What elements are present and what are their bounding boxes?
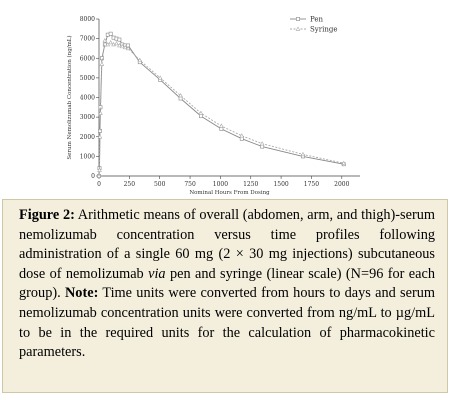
y-tick-label: 6000 (80, 55, 95, 62)
data-point (260, 144, 265, 149)
x-tick-label: 0 (97, 181, 101, 188)
y-tick-label: 3000 (80, 114, 95, 121)
legend-marker (296, 17, 300, 21)
x-tick-label: 1000 (213, 181, 228, 188)
data-point (219, 127, 224, 131)
data-point (100, 56, 104, 61)
data-point (117, 42, 122, 48)
x-axis-title: Nominal Hours From Dosing (189, 190, 270, 196)
data-point (341, 160, 347, 165)
series-line (98, 39, 344, 177)
y-tick-label: 7000 (80, 36, 95, 43)
caption-text-1: Arithmetic means of overall (abdomen, ar… (19, 207, 435, 282)
data-point (178, 93, 183, 98)
data-point (198, 110, 204, 115)
x-tick-label: 1500 (273, 181, 288, 188)
data-point (259, 141, 265, 146)
y-tick-label: 4000 (80, 95, 95, 102)
data-point (114, 41, 119, 46)
note-label: Note: (64, 285, 99, 302)
axes: 0 1000 2000 3000 4000 5000 6000 7000 8000 0 250 500… (66, 16, 360, 196)
x-tick-label: 2000 (334, 181, 349, 188)
data-point (102, 38, 108, 43)
data-point (108, 31, 113, 36)
y-tick-label: 1000 (80, 153, 95, 160)
data-point (122, 44, 128, 50)
data-point (105, 41, 111, 47)
y-axis-title: Serum Nemolizumab Concentration (ng/mL) (66, 35, 73, 159)
y-tick-label: 8000 (80, 16, 95, 23)
data-point (199, 114, 203, 119)
caption-text-2: pen and syringe (linear scale) (N=96 for… (19, 265, 435, 302)
data-point (157, 75, 163, 80)
legend-label: Syringe (310, 26, 337, 34)
y-tick-label: 0 (91, 173, 95, 180)
data-point (108, 40, 113, 45)
caption-via: via (148, 265, 166, 282)
x-tick-label: 500 (154, 181, 166, 188)
data-point (97, 167, 102, 172)
series-line (98, 33, 344, 177)
data-point (239, 133, 245, 138)
x-tick-label: 1750 (304, 181, 319, 188)
x-tick-label: 250 (124, 181, 136, 188)
data-point (178, 96, 183, 101)
series-syringe (96, 38, 347, 178)
y-tick-label: 5000 (80, 75, 95, 82)
data-point (300, 151, 306, 157)
data-point (120, 43, 125, 49)
figure-caption: Figure 2: Arithmetic means of overall (a… (2, 199, 448, 393)
data-point (239, 136, 244, 141)
data-point (219, 123, 224, 128)
figure-label: Figure 2: (19, 207, 75, 223)
x-tick-label: 750 (184, 181, 196, 188)
caption-text-3: Time units were converted from hours to … (19, 285, 435, 361)
legend-label: Pen (310, 16, 324, 24)
x-tick-label: 1250 (243, 181, 258, 188)
data-point (125, 45, 131, 51)
legend-marker (295, 26, 301, 31)
legend: Pen Syringe (290, 16, 337, 34)
y-tick-label: 2000 (80, 134, 95, 141)
series-layer (96, 31, 347, 178)
data-point (98, 110, 103, 115)
line-chart: 0 1000 2000 3000 4000 5000 6000 7000 8000 0 250 500… (66, 16, 360, 196)
data-point (137, 57, 143, 62)
data-point (117, 37, 122, 42)
data-point (97, 134, 103, 139)
data-point (96, 173, 102, 178)
data-point (99, 61, 105, 66)
series-pen (97, 31, 346, 178)
